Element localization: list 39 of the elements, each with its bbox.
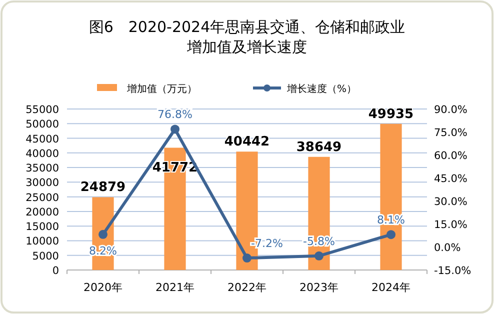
y2-tick-label: 45.0% (434, 173, 468, 185)
y-tick-label: 45000 (26, 133, 59, 146)
y-tick-label: 50000 (26, 118, 59, 131)
y2-tick-label: 60.0% (434, 150, 468, 162)
data-label: 40442 (224, 134, 270, 150)
y2-tick-label: -15.0% (434, 265, 472, 277)
data-label: 49935 (368, 106, 414, 122)
x-tick-label: 2023年 (300, 281, 338, 294)
y-tick-label: 15000 (26, 221, 59, 234)
data-label: 24879 (80, 180, 126, 196)
y-tick-label: 40000 (26, 148, 59, 160)
point (170, 124, 180, 134)
y-tick-label: 35000 (26, 162, 59, 175)
chart-subtitle: 增加值及增长速度 (186, 38, 307, 56)
y2-tick-label: 15.0% (434, 219, 468, 231)
chart-title: 图6 2020-2024年思南县交通、仓储和邮政业 (88, 18, 406, 36)
x-tick-label: 2021年 (156, 281, 194, 294)
y2-tick-label: 30.0% (434, 196, 468, 208)
point (314, 251, 324, 260)
data-label: 76.8% (158, 108, 192, 122)
y-tick-label: 25000 (26, 192, 59, 204)
y-tick-label: 10000 (26, 236, 59, 248)
point (98, 230, 108, 239)
point (242, 254, 252, 263)
x-tick-label: 2020年 (84, 281, 122, 294)
point (386, 230, 396, 240)
y2-tick-label: 75.0% (434, 127, 468, 139)
y-tick-label: 5000 (32, 250, 59, 262)
legend-label: 增长速度（%） (286, 83, 357, 95)
y-tick-label: 55000 (26, 104, 59, 116)
y2-tick-label: 0.0% (434, 242, 461, 254)
y-tick-label: 0 (52, 265, 59, 277)
y-tick-label: 30000 (26, 177, 59, 190)
y2-tick-label: 90.0% (434, 104, 468, 116)
x-tick-label: 2022年 (228, 281, 266, 294)
legend-label: 增加值（万元） (126, 83, 197, 95)
y-tick-label: 20000 (26, 206, 59, 218)
data-label: 38649 (296, 140, 342, 155)
x-tick-label: 2024年 (372, 281, 410, 294)
